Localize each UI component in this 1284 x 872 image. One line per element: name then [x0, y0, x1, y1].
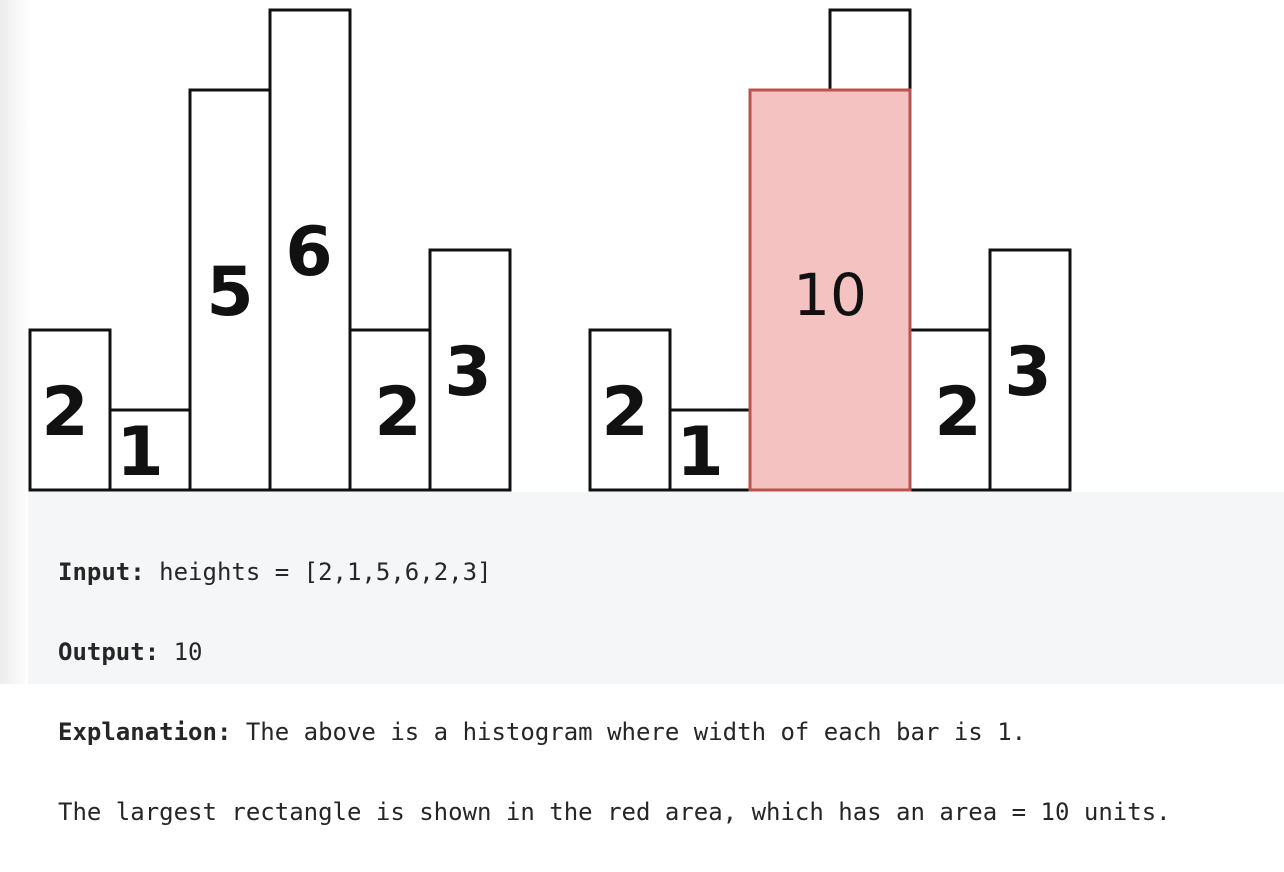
input-value: heights = [2,1,5,6,2,3] [144, 558, 492, 586]
right-bar-2 [668, 408, 752, 492]
explanation-label: Explanation: [58, 718, 232, 746]
input-line: Input: heights = [2,1,5,6,2,3] [58, 552, 1284, 592]
right-bar-label-1: 2 [601, 373, 648, 452]
input-label: Input: [58, 558, 145, 586]
output-label: Output: [58, 638, 160, 666]
left-bar-2 [108, 408, 192, 492]
output-line: Output: 10 [58, 632, 1284, 672]
left-bar-4 [268, 8, 352, 492]
left-bar-label-3: 5 [206, 253, 253, 332]
left-bar-label-6: 3 [444, 333, 491, 412]
left-bar-label-4: 6 [285, 213, 332, 292]
explanation-text-1: The above is a histogram where width of … [231, 718, 1027, 746]
highlight-area-label: 10 [793, 261, 867, 329]
highlight-rectangle [748, 88, 912, 492]
left-edge-shadow [0, 0, 30, 684]
left-bar-1 [28, 328, 112, 492]
explanation-text-2: The largest rectangle is shown in the re… [58, 798, 1171, 826]
left-bar-label-1: 2 [41, 373, 88, 452]
output-value: 10 [159, 638, 203, 666]
right-bar-label-2: 1 [676, 413, 723, 492]
explanation-line-2: The largest rectangle is shown in the re… [58, 792, 1284, 832]
left-bar-3 [188, 88, 272, 492]
left-bar-label-2: 1 [116, 413, 163, 492]
left-bar-6 [428, 248, 512, 492]
right-bar-6 [988, 248, 1072, 492]
right-bar-label-6: 3 [1004, 333, 1051, 412]
example-block: Input: heights = [2,1,5,6,2,3] Output: 1… [28, 492, 1284, 826]
left-bar-label-5: 2 [374, 373, 421, 452]
explanation-line: Explanation: The above is a histogram wh… [58, 712, 1284, 752]
right-bar-label-5: 2 [934, 373, 981, 452]
left-bar-5 [348, 328, 432, 492]
